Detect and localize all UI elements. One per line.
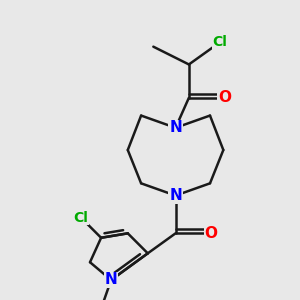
Text: N: N [105,272,118,287]
Text: O: O [205,226,218,241]
Text: Cl: Cl [74,211,88,225]
Text: Cl: Cl [213,35,227,49]
Text: N: N [169,188,182,203]
Text: N: N [169,120,182,135]
Text: O: O [218,90,231,105]
